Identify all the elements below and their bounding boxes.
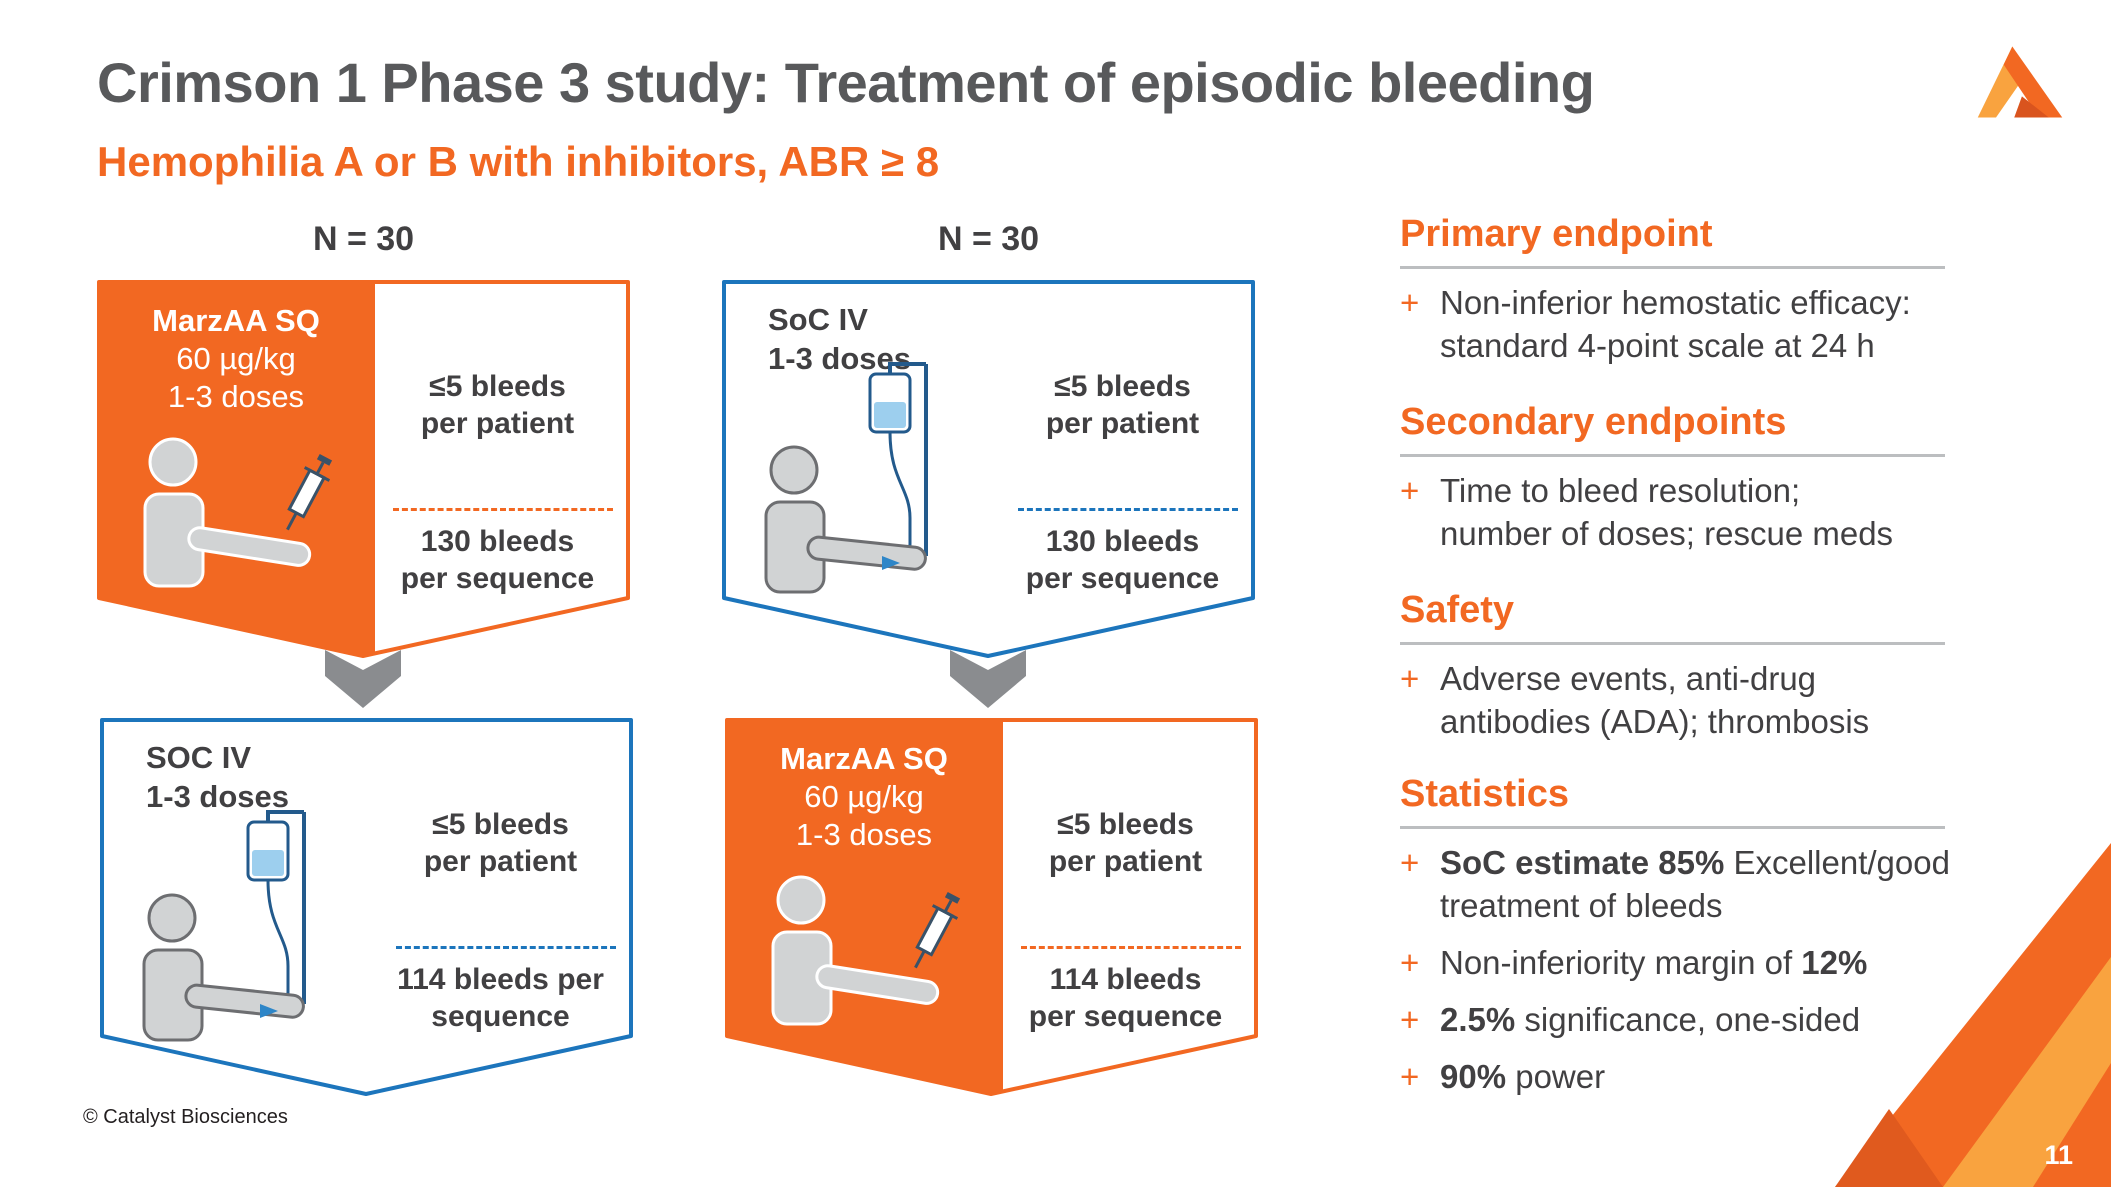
bullet-item-significance: + 2.5% significance, one-sided [1400, 998, 1980, 1041]
drug-name: SOC IV [146, 740, 252, 775]
patient-iv-icon [142, 810, 306, 1042]
patient-syringe-icon [143, 437, 333, 588]
bleeds-per-sequence: 114 bleeds per sequence [397, 963, 604, 1033]
page-subtitle: Hemophilia A or B with inhibitors, ABR ≥… [97, 138, 940, 185]
drug-dose: 60 µg/kg [804, 779, 924, 814]
drug-name: MarzAA SQ [152, 303, 320, 338]
patient-syringe-icon [771, 875, 961, 1026]
drug-name: SoC IV [768, 302, 868, 337]
plus-bullet-icon: + [1400, 944, 1420, 981]
bullet-item-soc-estimate: + SoC estimate 85% Excellent/good treatme… [1400, 841, 1980, 927]
section-rule [1400, 642, 1945, 645]
corner-decoration [1835, 843, 2111, 1187]
plus-bullet-icon: + [1400, 284, 1420, 321]
statistics-section: Statistics + SoC estimate 85% Excellent/… [1400, 772, 1980, 1112]
bullet-item: + Adverse events, anti-drug antibodies (A… [1400, 657, 1980, 743]
plus-bullet-icon: + [1400, 1001, 1420, 1038]
endpoint-section-secondary: Secondary endpoints + Time to bleed reso… [1400, 400, 1980, 569]
drug-label: MarzAA SQ 60 µg/kg 1-3 doses [97, 302, 375, 416]
n-count-label-col1: N = 30 [312, 220, 415, 258]
bleeds-per-patient: ≤5 bleeds per patient [1045, 370, 1200, 440]
section-heading: Statistics [1400, 773, 1569, 815]
drug-label: SoC IV 1-3 doses [768, 300, 911, 378]
endpoint-section-safety: Safety + Adverse events, anti-drug antibo… [1400, 588, 1980, 757]
bullet-item-noninferiority: + Non-inferiority margin of 12% [1400, 941, 1980, 984]
plus-bullet-icon: + [1400, 660, 1420, 697]
bleeds-per-patient: ≤5 bleeds per patient [420, 370, 575, 440]
drug-name: MarzAA SQ [780, 741, 948, 776]
study-card-col1-marzaa: MarzAA SQ 60 µg/kg 1-3 doses ≤5 bleeds p… [97, 280, 630, 660]
drug-label: MarzAA SQ 60 µg/kg 1-3 doses [725, 740, 1003, 854]
drug-label: SOC IV 1-3 doses [146, 738, 289, 816]
dashed-divider [1021, 946, 1241, 949]
page-title: Crimson 1 Phase 3 study: Treatment of ep… [97, 51, 1595, 114]
catalyst-logo-icon [1977, 46, 2063, 118]
drug-doses: 1-3 doses [768, 341, 912, 376]
study-card-col2-soc: SoC IV 1-3 doses ≤5 bleeds per patient 1… [722, 280, 1255, 660]
banner-shape-orange [97, 280, 630, 658]
plus-bullet-icon: + [1400, 1058, 1420, 1095]
section-heading: Secondary endpoints [1400, 401, 1787, 443]
section-rule [1400, 454, 1945, 457]
section-heading: Primary endpoint [1400, 213, 1713, 255]
page-number: 11 [2044, 1140, 2073, 1170]
bleeds-per-sequence: 130 bleeds per sequence [400, 525, 595, 595]
copyright-notice: © Catalyst Biosciences [83, 1106, 288, 1128]
drug-dose: 60 µg/kg [176, 341, 296, 376]
bleeds-per-patient: ≤5 bleeds per patient [423, 808, 578, 878]
down-arrow-icon [950, 650, 1026, 708]
dashed-divider [1018, 508, 1238, 511]
plus-bullet-icon: + [1400, 472, 1420, 509]
study-card-col2-marzaa: MarzAA SQ 60 µg/kg 1-3 doses ≤5 bleeds p… [725, 718, 1258, 1098]
bleeds-per-sequence: 130 bleeds per sequence [1025, 525, 1220, 595]
drug-doses: 1-3 doses [795, 817, 933, 852]
banner-shape-orange [725, 718, 1258, 1096]
n-count-label-col2: N = 30 [937, 220, 1040, 258]
study-card-col1-soc: SOC IV 1-3 doses ≤5 bleeds per patient 1… [100, 718, 633, 1098]
patient-iv-icon [764, 362, 928, 594]
section-rule [1400, 826, 1945, 829]
endpoint-section-primary: Primary endpoint + Non-inferior hemostat… [1400, 212, 1980, 381]
bleeds-per-patient: ≤5 bleeds per patient [1048, 808, 1203, 878]
bleeds-per-sequence: 114 bleeds per sequence [1028, 963, 1223, 1033]
plus-bullet-icon: + [1400, 844, 1420, 881]
section-heading: Safety [1400, 589, 1515, 631]
bullet-item: + Non-inferior hemostatic efficacy: stand… [1400, 281, 1980, 367]
down-arrow-icon [325, 650, 401, 708]
drug-doses: 1-3 doses [167, 379, 305, 414]
dashed-divider [393, 508, 613, 511]
dashed-divider [396, 946, 616, 949]
section-rule [1400, 266, 1945, 269]
drug-doses: 1-3 doses [146, 779, 290, 814]
bullet-item-power: + 90% power [1400, 1055, 1980, 1098]
bullet-item: + Time to bleed resolution; number of dos… [1400, 469, 1980, 555]
